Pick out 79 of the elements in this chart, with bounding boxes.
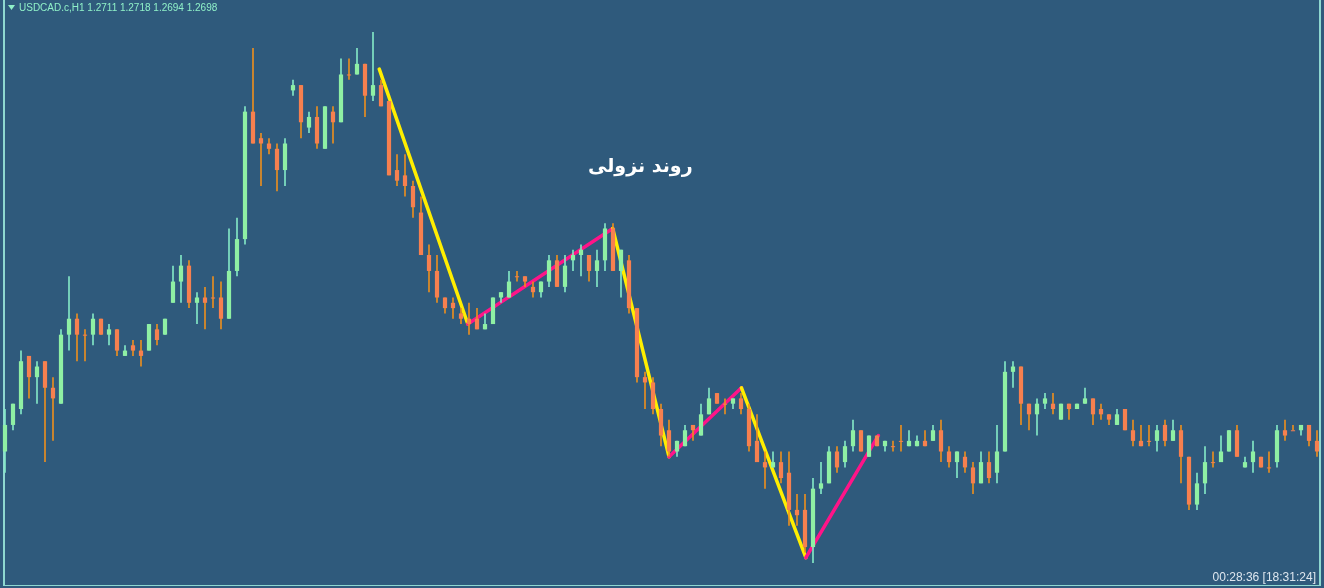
annotation: روند نزولی bbox=[588, 154, 693, 176]
candlestick bbox=[202, 286, 208, 331]
candlestick bbox=[1290, 424, 1296, 432]
candlestick bbox=[1090, 397, 1096, 426]
candlestick bbox=[818, 461, 824, 495]
candlestick bbox=[754, 413, 760, 463]
candlestick bbox=[66, 275, 72, 352]
candlestick bbox=[74, 312, 80, 363]
candlestick bbox=[466, 302, 472, 336]
candlestick bbox=[106, 323, 112, 347]
candlestick bbox=[706, 386, 712, 416]
candlestick bbox=[738, 392, 744, 416]
candlestick bbox=[978, 450, 984, 485]
candlestick bbox=[850, 418, 856, 453]
candlestick bbox=[1218, 434, 1224, 463]
candlestick bbox=[778, 450, 784, 485]
candlestick bbox=[170, 264, 176, 304]
candlestick bbox=[794, 493, 800, 527]
candlestick bbox=[1154, 424, 1160, 453]
candlestick bbox=[1146, 424, 1152, 447]
candlestick bbox=[1162, 418, 1168, 447]
candlestick bbox=[642, 371, 648, 410]
candlestick bbox=[1130, 418, 1136, 447]
candlestick bbox=[82, 328, 88, 363]
candlestick bbox=[194, 291, 200, 325]
candlestick bbox=[842, 440, 848, 469]
chart-title: USDCAD.c,H1 1.2711 1.2718 1.2694 1.2698 bbox=[19, 2, 218, 13]
candlestick bbox=[586, 254, 592, 283]
candlestick bbox=[1050, 392, 1056, 416]
candlestick bbox=[138, 339, 144, 368]
candlestick bbox=[10, 402, 16, 432]
candlestick bbox=[986, 450, 992, 485]
candlestick bbox=[618, 248, 624, 299]
candlestick bbox=[274, 142, 280, 193]
candlestick bbox=[218, 280, 224, 331]
candlestick bbox=[506, 270, 512, 299]
candlestick bbox=[114, 328, 120, 357]
candlestick bbox=[1250, 440, 1256, 474]
candlestick bbox=[994, 424, 1000, 485]
candlestick bbox=[578, 243, 584, 278]
text: 00:28:36 [18:31:24] bbox=[1212, 570, 1316, 584]
candlestick bbox=[1010, 360, 1016, 389]
candlestick bbox=[666, 418, 672, 458]
candlestick bbox=[514, 270, 520, 283]
candlestick bbox=[562, 254, 568, 293]
candlestick bbox=[722, 397, 728, 416]
candlestick bbox=[938, 418, 944, 463]
candlestick bbox=[954, 450, 960, 479]
candlestick bbox=[570, 248, 576, 272]
candlestick bbox=[306, 110, 312, 134]
candlestick bbox=[546, 254, 552, 288]
candlestick bbox=[26, 355, 32, 400]
candlestick bbox=[762, 450, 768, 490]
candlestick bbox=[898, 424, 904, 453]
candlestick bbox=[1170, 418, 1176, 442]
candlestick bbox=[346, 57, 352, 81]
candlestick bbox=[410, 179, 416, 219]
candlestick bbox=[890, 440, 896, 453]
candlestick bbox=[946, 445, 952, 469]
candlestick bbox=[154, 323, 160, 347]
candlestick bbox=[90, 312, 96, 347]
candlestick bbox=[1194, 471, 1200, 511]
candlestick bbox=[394, 153, 400, 187]
candlestick bbox=[178, 254, 184, 304]
candlestick bbox=[370, 32, 376, 102]
candlestick bbox=[594, 248, 600, 288]
candlestick bbox=[1202, 445, 1208, 495]
candlestick bbox=[402, 153, 408, 198]
candlestick bbox=[378, 78, 384, 108]
candlestick bbox=[1210, 450, 1216, 469]
candlestick bbox=[210, 275, 216, 309]
candlestick bbox=[450, 296, 456, 320]
candlestick bbox=[1266, 450, 1272, 474]
candlestick bbox=[970, 461, 976, 495]
candlestick bbox=[698, 402, 704, 437]
candlestick bbox=[1282, 418, 1288, 442]
candlestick bbox=[258, 132, 264, 187]
candlestick bbox=[834, 445, 840, 474]
candlestick bbox=[426, 243, 432, 293]
